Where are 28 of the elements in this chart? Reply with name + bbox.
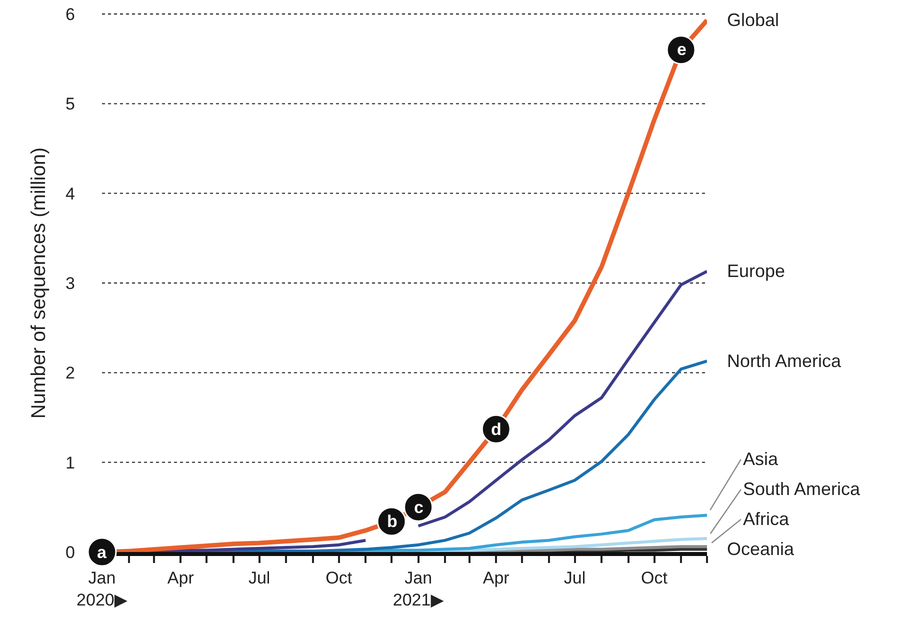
y-axis-title: Number of sequences (million) [28,147,50,419]
series-label: Global [727,10,780,30]
series-label: North America [727,351,842,371]
x-tick-label: Oct [326,568,352,588]
y-tick-label: 1 [66,453,75,472]
annotation: d [491,420,502,439]
annotation: c [414,498,424,517]
x-tick-label: Jul [248,568,270,588]
text: Africa [743,509,790,529]
y-tick-label: 4 [66,184,75,204]
text: South America [743,479,862,499]
annotation: a [97,543,107,562]
y-tick-label: 3 [66,274,75,293]
y-tick-label: 2 [66,364,75,383]
y-tick-label: 0 [66,542,75,562]
x-tick-label: Apr [482,568,510,588]
text: Asia [743,449,780,469]
annotation: e [677,40,686,59]
x-tick-label: Jul [564,568,586,588]
y-tick-label: 5 [66,94,75,114]
y-tick-label: 6 [66,4,75,24]
annotation: b [387,512,398,531]
x-tick-label: Oct [641,568,668,588]
series-label: Oceania [727,539,796,559]
x-tick-label: Jan 2021▶ [392,568,445,610]
x-tick-label: Apr [167,568,194,588]
series-label: Europe [727,261,786,281]
x-tick-label: Jan 2020▶ [76,568,128,610]
